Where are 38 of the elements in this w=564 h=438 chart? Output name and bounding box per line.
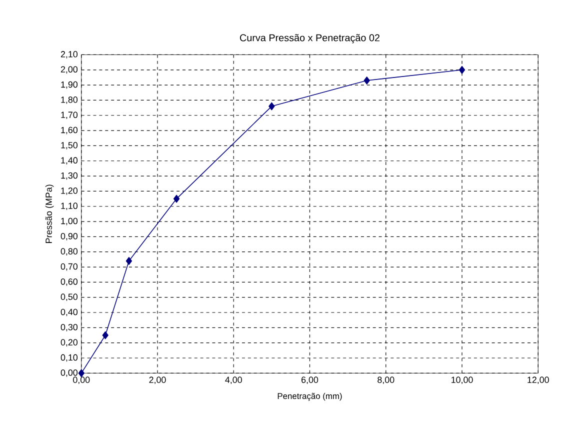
y-tick-label: 0,20 [60,339,78,347]
y-tick-label: 0,90 [60,233,78,240]
x-tick-label: 0,00 [73,376,90,384]
y-tick-label: 2,00 [60,66,78,74]
y-tick-label: 1,80 [61,96,78,104]
point [268,102,275,110]
y-tick-label: 0,70 [60,263,78,271]
point [102,331,108,340]
y-tick-label: 2,10 [60,51,78,58]
y-tick-label: 0,10 [60,354,78,362]
x-tick-label: 4,00 [225,376,242,384]
x-tick-label: 2,00 [149,376,166,384]
y-tick-label: 0,30 [60,324,78,332]
point [173,194,180,203]
y-tick-label: 1,20 [61,188,78,195]
y-tick-label: 1,40 [61,157,78,165]
point [364,76,370,85]
y-tick-label: 1,70 [61,112,78,120]
y-tick-label: 1,90 [61,81,78,89]
x-tick-label: 6,00 [302,376,318,384]
x-tick-label: 10,00 [452,376,473,384]
y-tick-label: 1,00 [61,218,78,226]
y-tick-label: 0,40 [60,308,78,316]
y-tick-label: 1,60 [61,126,78,134]
point [458,66,466,74]
y-tick-label: 0,00 [60,370,78,377]
y-axis-title: Pressão (MPa) [45,184,54,244]
y-tick-label: 1,50 [61,142,78,150]
x-axis-title: Penetração (mm) [278,392,342,401]
y-tick-label: 1,30 [61,172,78,180]
chart-title: Curva Pressão x Penetração 02 [240,34,380,44]
point [126,257,132,265]
y-tick-label: 0,50 [60,294,78,302]
y-tick-label: 1,10 [61,202,78,210]
y-tick-label: 0,60 [60,278,78,286]
x-tick-label: 12,00 [528,376,549,384]
y-tick-label: 0,80 [60,248,78,256]
x-tick-label: 8,00 [378,376,394,384]
